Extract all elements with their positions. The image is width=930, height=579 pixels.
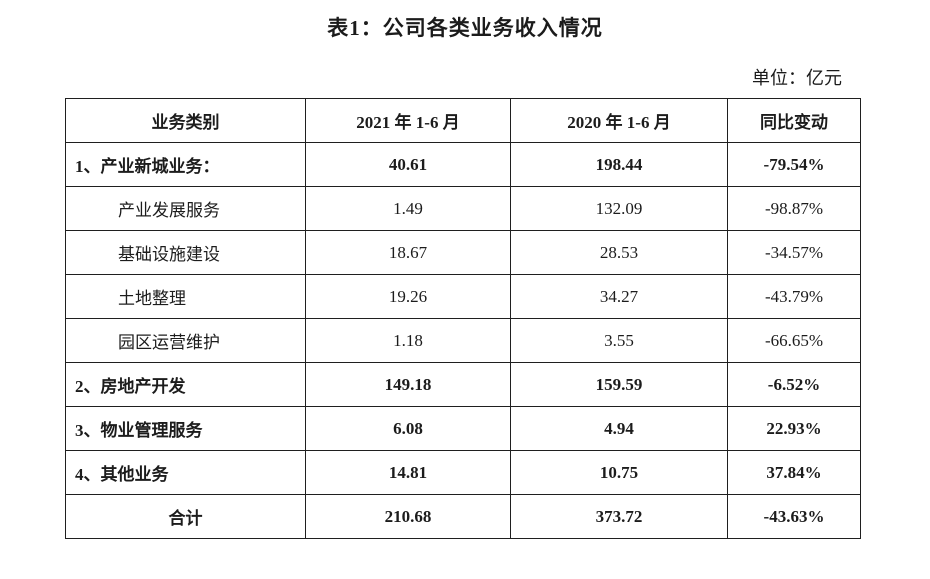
table-row: 1、产业新城业务： 40.61 198.44 -79.54% bbox=[65, 142, 861, 187]
row-label: 4、其他业务 bbox=[65, 450, 306, 495]
row-label: 园区运营维护 bbox=[65, 318, 306, 363]
value-2021: 1.18 bbox=[305, 318, 511, 363]
row-label: 1、产业新城业务： bbox=[65, 142, 306, 187]
table-total-row: 合计 210.68 373.72 -43.63% bbox=[65, 494, 861, 539]
value-2021: 14.81 bbox=[305, 450, 511, 495]
table-header-row: 业务类别 2021 年 1-6 月 2020 年 1-6 月 同比变动 bbox=[65, 98, 861, 143]
table-row: 基础设施建设 18.67 28.53 -34.57% bbox=[65, 230, 861, 275]
value-2021: 149.18 bbox=[305, 362, 511, 407]
value-2021: 1.49 bbox=[305, 186, 511, 231]
value-2021: 18.67 bbox=[305, 230, 511, 275]
table-row: 土地整理 19.26 34.27 -43.79% bbox=[65, 274, 861, 319]
value-2021: 210.68 bbox=[305, 494, 511, 539]
value-2020: 28.53 bbox=[510, 230, 728, 275]
column-header-yoy: 同比变动 bbox=[727, 98, 861, 143]
value-2020: 198.44 bbox=[510, 142, 728, 187]
column-header-2021: 2021 年 1-6 月 bbox=[305, 98, 511, 143]
table-row: 园区运营维护 1.18 3.55 -66.65% bbox=[65, 318, 861, 363]
row-label: 3、物业管理服务 bbox=[65, 406, 306, 451]
value-yoy: 37.84% bbox=[727, 450, 861, 495]
value-2021: 40.61 bbox=[305, 142, 511, 187]
value-2020: 4.94 bbox=[510, 406, 728, 451]
value-yoy: -43.79% bbox=[727, 274, 861, 319]
value-2020: 373.72 bbox=[510, 494, 728, 539]
value-2020: 159.59 bbox=[510, 362, 728, 407]
value-yoy: -34.57% bbox=[727, 230, 861, 275]
table-row: 2、房地产开发 149.18 159.59 -6.52% bbox=[65, 362, 861, 407]
value-2020: 34.27 bbox=[510, 274, 728, 319]
value-2020: 132.09 bbox=[510, 186, 728, 231]
table-row: 4、其他业务 14.81 10.75 37.84% bbox=[65, 450, 861, 495]
value-yoy: -98.87% bbox=[727, 186, 861, 231]
value-yoy: 22.93% bbox=[727, 406, 861, 451]
value-2020: 3.55 bbox=[510, 318, 728, 363]
column-header-2020: 2020 年 1-6 月 bbox=[510, 98, 728, 143]
row-label: 产业发展服务 bbox=[65, 186, 306, 231]
row-label: 基础设施建设 bbox=[65, 230, 306, 275]
value-2020: 10.75 bbox=[510, 450, 728, 495]
value-2021: 6.08 bbox=[305, 406, 511, 451]
row-label: 合计 bbox=[65, 494, 306, 539]
row-label: 土地整理 bbox=[65, 274, 306, 319]
value-2021: 19.26 bbox=[305, 274, 511, 319]
table-row: 3、物业管理服务 6.08 4.94 22.93% bbox=[65, 406, 861, 451]
unit-label: 单位：亿元 bbox=[752, 68, 842, 88]
value-yoy: -79.54% bbox=[727, 142, 861, 187]
value-yoy: -6.52% bbox=[727, 362, 861, 407]
business-revenue-table: 业务类别 2021 年 1-6 月 2020 年 1-6 月 同比变动 1、产业… bbox=[65, 98, 861, 539]
page-title: 表1：公司各类业务收入情况 bbox=[327, 16, 603, 40]
table-row: 产业发展服务 1.49 132.09 -98.87% bbox=[65, 186, 861, 231]
value-yoy: -43.63% bbox=[727, 494, 861, 539]
value-yoy: -66.65% bbox=[727, 318, 861, 363]
column-header-category: 业务类别 bbox=[65, 98, 306, 143]
row-label: 2、房地产开发 bbox=[65, 362, 306, 407]
